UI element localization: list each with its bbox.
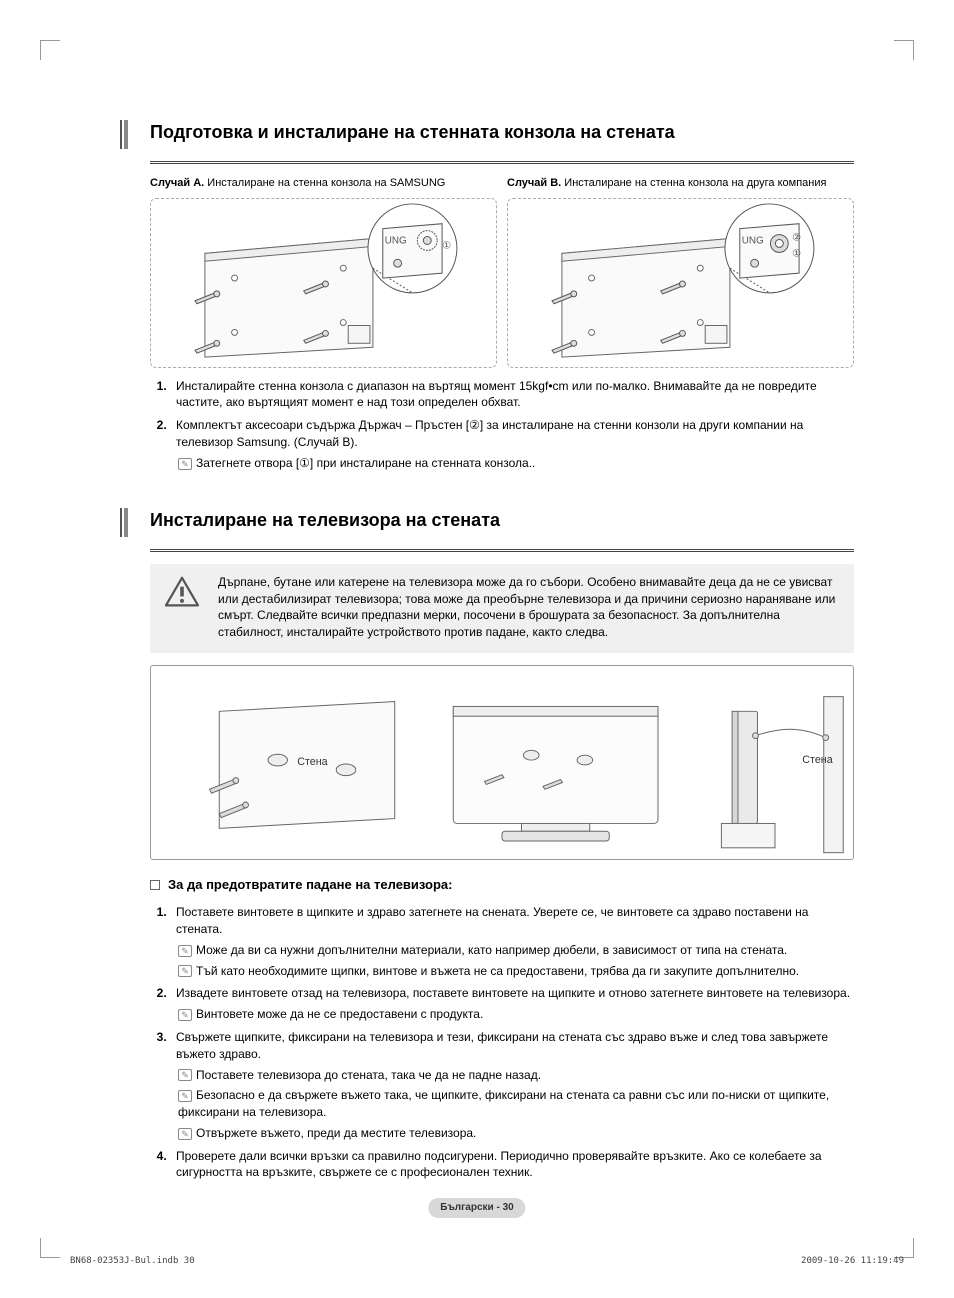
svg-text:①: ①	[442, 240, 451, 251]
crop-mark	[40, 1238, 60, 1258]
note-icon: ✎	[178, 458, 192, 470]
section1-step2: Комплектът аксесоари съдържа Държач – Пр…	[170, 417, 854, 471]
svg-text:②: ②	[792, 232, 801, 243]
section2-rule	[150, 549, 854, 552]
crop-mark	[40, 40, 60, 60]
note-icon: ✎	[178, 1090, 192, 1102]
case-b-label: Случай B. Инсталиране на стенна конзола …	[507, 176, 854, 191]
note-icon: ✎	[178, 1128, 192, 1140]
section2-step3: Свържете щипките, фиксирани на телевизор…	[170, 1029, 854, 1142]
section2-subheading: За да предотвратите падане на телевизора…	[150, 876, 854, 894]
svg-text:UNG: UNG	[385, 235, 407, 246]
section1-heading: Подготовка и инсталиране на стенната кон…	[120, 120, 854, 149]
warning-box: Дърпане, бутане или катерене на телевизо…	[150, 564, 854, 653]
section2-heading: Инсталиране на телевизора на стената	[120, 508, 854, 537]
svg-text:UNG: UNG	[742, 235, 764, 246]
wall-label-2: Стена	[802, 754, 832, 766]
note-icon: ✎	[178, 1069, 192, 1081]
section1-note1: ✎Затегнете отвора [①] при инсталиране на…	[178, 455, 854, 472]
warning-text: Дърпане, бутане или катерене на телевизо…	[218, 574, 840, 641]
footer-timestamp: 2009-10-26 11:19:49	[801, 1255, 904, 1268]
warning-icon	[164, 576, 200, 613]
section2-step4: Проверете дали всички връзки са правилно…	[170, 1148, 854, 1182]
section2-step2: Извадете винтовете отзад на телевизора, …	[170, 985, 854, 1023]
wall-install-diagram: Стена	[150, 665, 854, 860]
section2-step1: Поставете винтовете в щипките и здраво з…	[170, 904, 854, 979]
note-icon: ✎	[178, 945, 192, 957]
section1-title: Подготовка и инсталиране на стенната кон…	[150, 120, 854, 149]
cases-row: Случай A. Инсталиране на стенна конзола …	[150, 176, 854, 367]
section2-title: Инсталиране на телевизора на стената	[150, 508, 854, 537]
crop-mark	[894, 40, 914, 60]
section1-step1: Инсталирайте стенна конзола с диапазон н…	[170, 378, 854, 412]
section2-steps: Поставете винтовете в щипките и здраво з…	[150, 904, 854, 1181]
case-a-label: Случай A. Инсталиране на стенна конзола …	[150, 176, 497, 191]
case-b-diagram: UNG ② ①	[507, 198, 854, 368]
section1-rule	[150, 161, 854, 164]
note-icon: ✎	[178, 965, 192, 977]
section1-steps: Инсталирайте стенна конзола с диапазон н…	[150, 378, 854, 472]
wall-label-1: Стена	[297, 756, 327, 768]
footer-docname: BN68-02353J-Bul.indb 30	[70, 1255, 195, 1268]
note-icon: ✎	[178, 1009, 192, 1021]
svg-text:①: ①	[792, 248, 801, 259]
case-a-diagram: UNG ①	[150, 198, 497, 368]
page-number-pill: Български - 30	[428, 1198, 525, 1218]
square-bullet-icon	[150, 880, 160, 890]
